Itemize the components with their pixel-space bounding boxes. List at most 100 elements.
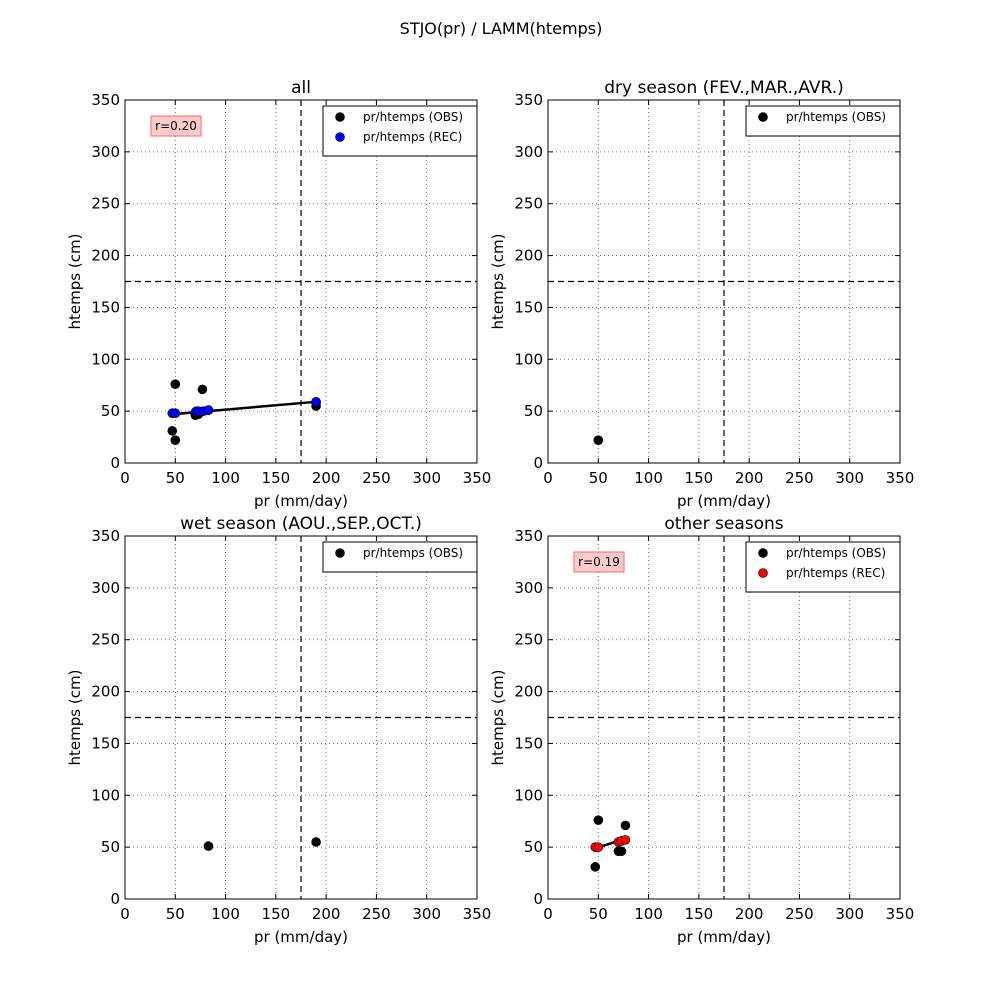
legend-marker xyxy=(758,548,768,558)
y-tick-label: 300 xyxy=(514,143,543,161)
y-tick-label: 50 xyxy=(524,402,543,420)
obs-point xyxy=(616,846,627,857)
y-tick-label: 250 xyxy=(91,631,120,649)
legend-marker xyxy=(758,568,768,578)
x-tick-label: 250 xyxy=(362,469,391,487)
x-tick-label: 0 xyxy=(543,905,553,923)
legend-entry: pr/htemps (REC) xyxy=(786,566,885,580)
y-tick-label: 350 xyxy=(91,91,120,109)
rec-point xyxy=(170,408,181,419)
rec-point xyxy=(620,835,631,845)
legend-entry: pr/htemps (OBS) xyxy=(363,546,463,560)
plot-frame xyxy=(124,99,478,464)
legend-box xyxy=(745,105,901,137)
legend-marker xyxy=(335,112,345,122)
obs-point xyxy=(620,820,631,831)
y-tick-label: 150 xyxy=(91,298,120,316)
x-tick-label: 50 xyxy=(166,469,185,487)
legend-marker xyxy=(758,112,768,122)
obs-point xyxy=(170,435,181,445)
obs-point xyxy=(593,435,604,445)
correlation-label: r=0.20 xyxy=(155,119,197,133)
rec-point xyxy=(203,405,214,415)
legend-marker xyxy=(335,548,345,558)
x-tick-label: 200 xyxy=(312,905,341,923)
y-tick-label: 350 xyxy=(514,91,543,109)
y-axis-label: htemps (cm) xyxy=(489,234,507,330)
x-tick-label: 0 xyxy=(120,469,130,487)
panels: 0 50 100 150 200 250 300 350 0 50 100 150 200 250 300 3… xyxy=(66,78,914,946)
plot-frame xyxy=(547,99,901,464)
y-tick-label: 200 xyxy=(514,247,543,265)
panel-title: other seasons xyxy=(664,514,783,534)
y-tick-label: 200 xyxy=(514,683,543,701)
legend-marker xyxy=(335,132,345,142)
y-tick-label: 300 xyxy=(514,579,543,597)
x-tick-label: 150 xyxy=(685,905,714,923)
x-tick-label: 300 xyxy=(835,469,864,487)
y-tick-label: 0 xyxy=(533,454,543,472)
obs-point xyxy=(593,815,604,825)
y-tick-label: 250 xyxy=(514,195,543,213)
y-axis-label: htemps (cm) xyxy=(489,670,507,766)
x-tick-label: 200 xyxy=(735,905,764,923)
legend-box xyxy=(322,105,478,157)
x-tick-label: 0 xyxy=(543,469,553,487)
y-tick-label: 0 xyxy=(110,454,120,472)
x-tick-label: 300 xyxy=(412,905,441,923)
legend-box xyxy=(745,541,901,593)
obs-point xyxy=(590,862,601,872)
x-axis-label: pr (mm/day) xyxy=(677,928,771,946)
correlation-box xyxy=(573,551,625,573)
legend-box xyxy=(322,541,478,573)
y-tick-label: 250 xyxy=(514,631,543,649)
x-tick-label: 100 xyxy=(211,469,240,487)
y-tick-label: 250 xyxy=(91,195,120,213)
x-tick-label: 250 xyxy=(785,905,814,923)
obs-point xyxy=(167,426,178,436)
legend-entry: pr/htemps (OBS) xyxy=(786,110,886,124)
correlation-box xyxy=(150,115,202,137)
y-tick-label: 150 xyxy=(514,734,543,752)
x-tick-label: 350 xyxy=(463,905,492,923)
figure-title: STJO(pr) / LAMM(htemps) xyxy=(400,19,603,38)
x-tick-label: 350 xyxy=(886,469,915,487)
x-tick-label: 0 xyxy=(120,905,130,923)
panel-4: 0 50 100 150 200 250 300 350 0 50 100 150 200 250 300 3… xyxy=(489,514,914,946)
rec-point xyxy=(311,397,321,407)
x-tick-label: 150 xyxy=(685,469,714,487)
x-tick-label: 100 xyxy=(634,905,663,923)
legend-entry: pr/htemps (REC) xyxy=(363,130,462,144)
y-axis-label: htemps (cm) xyxy=(66,670,84,766)
obs-point xyxy=(197,384,208,395)
panel-2: 0 50 100 150 200 250 300 350 0 50 100 150 200 250 300 3… xyxy=(489,78,914,510)
x-tick-label: 200 xyxy=(312,469,341,487)
y-tick-label: 350 xyxy=(514,527,543,545)
x-axis-label: pr (mm/day) xyxy=(677,492,771,510)
panel-title: wet season (AOU.,SEP.,OCT.) xyxy=(180,514,422,534)
x-tick-label: 100 xyxy=(211,905,240,923)
x-tick-label: 150 xyxy=(262,905,291,923)
x-tick-label: 350 xyxy=(886,905,915,923)
x-tick-label: 250 xyxy=(785,469,814,487)
y-axis-label: htemps (cm) xyxy=(66,234,84,330)
x-tick-label: 350 xyxy=(463,469,492,487)
x-tick-label: 50 xyxy=(166,905,185,923)
y-tick-label: 300 xyxy=(91,143,120,161)
y-tick-label: 50 xyxy=(101,402,120,420)
legend-entry: pr/htemps (OBS) xyxy=(786,546,886,560)
plot-frame xyxy=(124,535,478,900)
y-tick-label: 0 xyxy=(533,890,543,908)
x-tick-label: 50 xyxy=(589,905,608,923)
y-tick-label: 100 xyxy=(91,350,120,368)
obs-point xyxy=(311,837,321,847)
x-tick-label: 150 xyxy=(262,469,291,487)
panel-title: dry season (FEV.,MAR.,AVR.) xyxy=(604,78,844,98)
panel-1: 0 50 100 150 200 250 300 350 0 50 100 150 200 250 300 3… xyxy=(66,78,491,510)
x-tick-label: 250 xyxy=(362,905,391,923)
obs-point xyxy=(203,841,214,851)
y-tick-label: 50 xyxy=(101,838,120,856)
x-tick-label: 50 xyxy=(589,469,608,487)
y-tick-label: 200 xyxy=(91,247,120,265)
y-tick-label: 100 xyxy=(514,786,543,804)
